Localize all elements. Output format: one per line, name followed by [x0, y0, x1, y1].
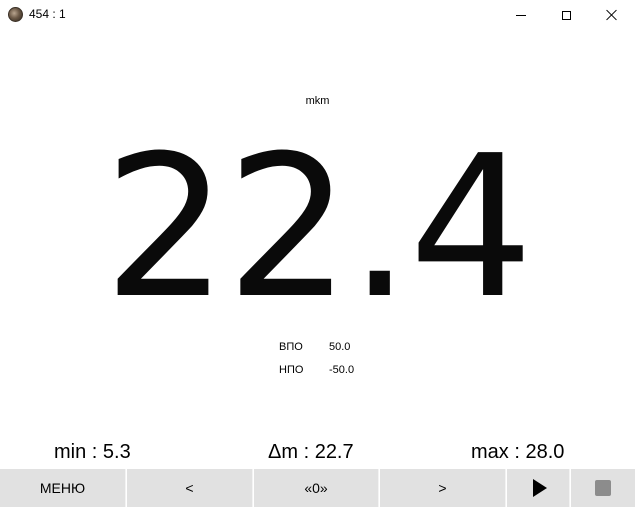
- stop-icon: [595, 480, 611, 496]
- min-stat: min : 5.3: [54, 441, 131, 463]
- maximize-icon: [561, 10, 571, 20]
- window-title: 454 : 1: [29, 7, 66, 21]
- unit-label: mkm: [305, 95, 330, 107]
- minimize-icon: [516, 14, 526, 16]
- max-stat: max : 28.0: [471, 441, 565, 463]
- measurement-value: 22.4: [103, 114, 533, 342]
- stop-button[interactable]: [571, 469, 635, 507]
- lower-limit-label: НПО: [279, 364, 304, 376]
- title-bar[interactable]: 454 : 1: [0, 0, 635, 30]
- app-logo-icon: [8, 7, 23, 22]
- close-button[interactable]: [589, 0, 635, 30]
- menu-button[interactable]: МЕНЮ: [0, 469, 126, 507]
- close-icon: [606, 9, 618, 21]
- bottom-toolbar: МЕНЮ < «0» >: [0, 467, 635, 511]
- play-icon: [533, 479, 547, 497]
- upper-limit-label: ВПО: [279, 341, 303, 353]
- maximize-button[interactable]: [543, 0, 589, 30]
- delta-stat: Δm : 22.7: [268, 441, 354, 463]
- minimize-button[interactable]: [498, 0, 544, 30]
- lower-limit-row: НПО -50.0: [279, 364, 399, 378]
- next-button[interactable]: >: [380, 469, 506, 507]
- lower-limit-value: -50.0: [329, 364, 355, 376]
- zero-button[interactable]: «0»: [254, 469, 379, 507]
- upper-limit-row: ВПО 50.0: [279, 341, 399, 355]
- play-button[interactable]: [507, 469, 570, 507]
- upper-limit-value: 50.0: [329, 341, 351, 353]
- previous-button[interactable]: <: [127, 469, 253, 507]
